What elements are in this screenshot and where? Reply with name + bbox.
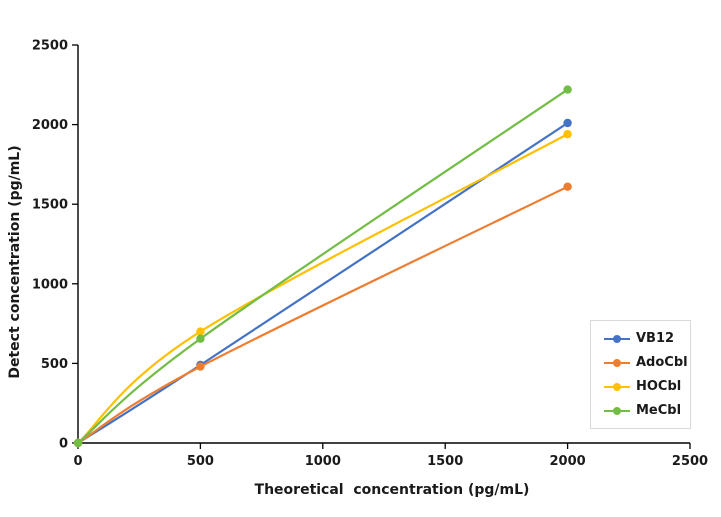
data-point-mecbl (563, 85, 572, 94)
data-point-hocbl (563, 129, 572, 139)
series-line-adocbl (76, 185, 569, 445)
series-line-mecbl (76, 88, 569, 445)
legend-swatch-icon (604, 334, 630, 343)
y-tick-label: 1500 (32, 198, 68, 213)
y-tick-label: 0 (59, 437, 68, 452)
x-axis-title: Theoretical concentration (pg/mL) (254, 482, 530, 498)
data-point-adocbl (196, 362, 205, 371)
legend-label: HOCbl (636, 379, 682, 394)
legend: VB12 AdoCbl HOCbl MeCbl (590, 320, 691, 429)
legend-item-adocbl[interactable]: AdoCbl (604, 356, 690, 369)
x-tick-label: 2000 (550, 454, 586, 469)
legend-label: AdoCbl (636, 355, 688, 370)
data-point-adocbl (563, 182, 572, 191)
y-tick-label: 2000 (32, 118, 68, 133)
data-point-hocbl (196, 327, 205, 336)
legend-swatch-icon (604, 382, 630, 391)
y-tick-label: 2500 (32, 39, 68, 54)
legend-item-vb12[interactable]: VB12 (604, 332, 690, 345)
legend-swatch-icon (604, 358, 630, 367)
x-tick-label: 0 (73, 454, 82, 469)
y-tick-label: 1000 (32, 277, 68, 292)
y-axis-title: Detect concentration (pg/mL) (7, 145, 23, 379)
y-tick-label: 500 (41, 357, 68, 372)
x-tick-label: 500 (187, 454, 214, 469)
legend-label: MeCbl (636, 403, 682, 418)
data-point-vb12 (563, 118, 572, 128)
series-line-hocbl (76, 133, 569, 445)
data-point-mecbl (196, 334, 205, 343)
legend-item-hocbl[interactable]: HOCbl (604, 380, 690, 393)
x-tick-label: 1000 (305, 454, 341, 469)
x-tick-label: 2500 (672, 454, 708, 469)
legend-swatch-icon (604, 406, 630, 415)
legend-item-mecbl[interactable]: MeCbl (604, 404, 690, 417)
data-point-mecbl (73, 438, 83, 448)
legend-label: VB12 (636, 331, 675, 346)
x-tick-label: 1500 (427, 454, 463, 469)
